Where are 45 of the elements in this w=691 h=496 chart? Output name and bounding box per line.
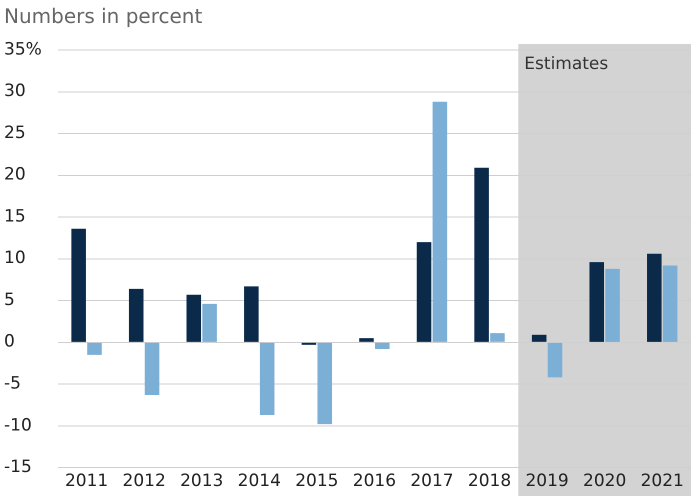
- bar: [144, 342, 160, 395]
- y-tick-label: 25: [4, 122, 26, 143]
- x-tick-label: 2011: [64, 471, 108, 492]
- bar: [87, 342, 102, 355]
- bar: [359, 338, 374, 342]
- y-tick-label: 20: [4, 164, 26, 185]
- x-tick-label: 2017: [410, 471, 454, 492]
- x-tick-label: 2014: [238, 471, 281, 492]
- y-tick-label: 35%: [4, 39, 42, 60]
- bar: [432, 102, 448, 342]
- x-tick-label: 2015: [295, 471, 338, 492]
- bar: [317, 342, 332, 424]
- bar: [416, 242, 432, 342]
- x-tick-label: 2013: [180, 471, 224, 492]
- bar: [186, 294, 202, 342]
- bar: [71, 228, 86, 342]
- bar: [647, 254, 662, 342]
- bar: [589, 262, 604, 342]
- x-tick-label: 2019: [525, 471, 569, 492]
- x-tick-label: 2018: [468, 471, 512, 492]
- bar: [490, 333, 505, 342]
- x-tick-label: 2021: [640, 471, 684, 492]
- y-tick-label: 15: [4, 206, 26, 226]
- bar: [532, 334, 546, 342]
- x-tick-label: 2020: [583, 471, 626, 492]
- x-tick-label: 2016: [352, 471, 396, 492]
- chart-title: Numbers in percent: [4, 4, 202, 28]
- y-tick-label: -15: [4, 457, 32, 478]
- y-tick-label: 0: [4, 332, 15, 352]
- y-tick-label: -5: [4, 374, 21, 394]
- x-tick-label: 2012: [122, 471, 166, 492]
- bar: [128, 288, 144, 342]
- bar: [548, 342, 562, 378]
- bar: [244, 286, 259, 342]
- y-tick-label: -10: [4, 415, 32, 436]
- y-tick-label: 10: [4, 248, 26, 268]
- bar: [474, 168, 489, 342]
- bar: [260, 342, 274, 415]
- y-tick-label: 5: [4, 290, 15, 310]
- bar: [202, 304, 217, 342]
- bar: [375, 342, 390, 349]
- band-label: Estimates: [524, 54, 608, 74]
- bar: [605, 268, 620, 342]
- bar: [662, 265, 678, 342]
- y-tick-label: 30: [4, 81, 26, 102]
